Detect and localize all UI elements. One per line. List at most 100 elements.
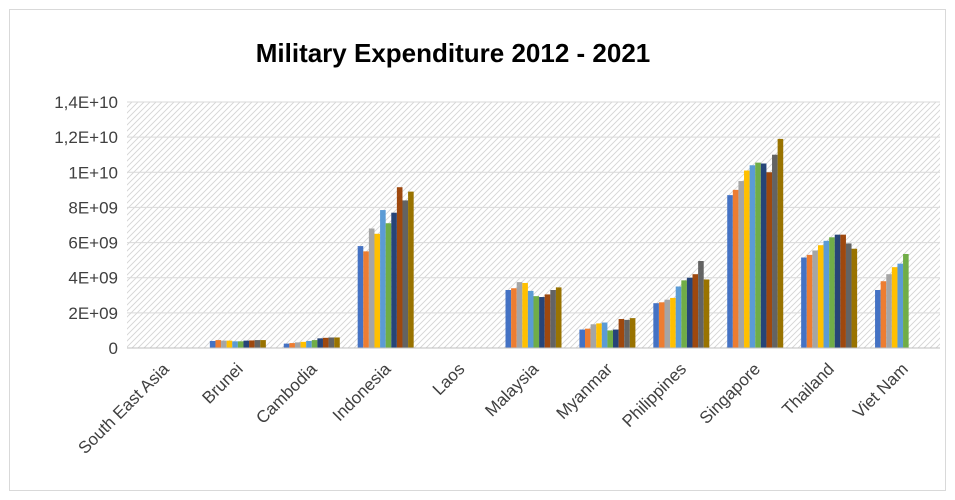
bar [653,303,659,348]
bar [829,237,835,348]
bar [601,322,608,348]
bar [516,282,523,348]
bar [749,165,756,348]
bar [891,267,898,348]
bar [237,341,244,348]
bar [283,343,290,348]
bar [875,290,881,348]
x-tick-label: Singapore [696,359,764,427]
bar [766,172,773,348]
bar [215,340,222,348]
bar [903,253,909,348]
bar [527,290,534,348]
bar [221,340,227,348]
bar [363,251,369,348]
bar [306,340,312,348]
bar [522,282,528,348]
bar [596,323,602,348]
bar [505,290,512,348]
bar [209,340,216,348]
bar [249,340,255,348]
y-tick-label: 6E+09 [68,234,118,253]
bar [812,250,818,348]
bar [664,299,671,348]
bar [834,234,841,348]
bar [539,297,545,348]
bar [226,340,233,348]
bar [886,274,892,348]
bar [391,212,397,348]
bar [727,195,733,348]
bar [744,170,750,348]
bar [328,337,335,348]
x-tick-label: Cambodia [252,359,321,428]
bar [396,187,403,348]
bar [845,243,852,348]
bar [550,290,556,348]
y-tick-label: 4E+09 [68,269,118,288]
bar [686,277,693,348]
gridlines [127,101,940,314]
bar [755,162,761,348]
bar [806,254,813,348]
bar [698,261,704,348]
bar [555,287,562,348]
x-axis-tick-labels: South East Asia Brunei Cambodia Indonesia La… [74,359,911,458]
bar [675,286,682,348]
bar [357,246,364,348]
bar [817,245,824,348]
bar [544,294,551,348]
x-tick-label: Brunei [199,359,247,407]
bar [801,257,807,348]
y-tick-label: 1E+10 [68,163,118,182]
bar [511,288,517,348]
y-tick-label: 1,2E+10 [54,128,118,147]
bar [289,343,295,348]
bar [311,340,318,348]
bar [681,280,687,348]
x-tick-label: Thailand [778,359,838,419]
bar [334,337,340,348]
bar [840,234,846,348]
chart-title: Military Expenditure 2012 - 2021 [256,38,651,68]
x-tick-label: South East Asia [74,359,173,458]
bar [738,181,745,348]
bar [658,302,665,348]
bar [703,279,710,348]
bar [317,338,323,348]
bar [880,281,887,348]
bar [732,189,739,348]
bar [579,329,586,348]
y-axis-tick-labels: 0 2E+09 4E+09 6E+09 8E+09 1E+10 1,2E+10 1,4E+10 [54,93,118,358]
bar [322,337,329,348]
bar [300,341,307,348]
bar [590,324,597,348]
bar [629,318,636,348]
bar [692,274,699,348]
bar [897,263,904,348]
bar [232,341,238,348]
bar [368,228,375,348]
bar [254,340,261,348]
bar [533,296,540,348]
y-tick-label: 2E+09 [68,304,118,323]
bar [294,342,301,348]
bar [670,297,676,348]
y-tick-label: 8E+09 [68,198,118,217]
bar [374,233,381,348]
x-tick-label: Myanmar [553,359,617,423]
x-tick-label: Viet Nam [849,359,912,422]
bar [772,154,778,348]
bar [260,340,266,348]
bar [607,330,614,348]
x-tick-label: Laos [429,359,469,399]
bar [624,319,630,348]
bar [243,340,250,348]
bar [613,329,619,348]
bar [408,191,414,348]
bar [851,248,858,348]
y-tick-label: 0 [109,339,118,358]
x-tick-label: Indonesia [329,359,395,425]
bar [777,138,784,348]
